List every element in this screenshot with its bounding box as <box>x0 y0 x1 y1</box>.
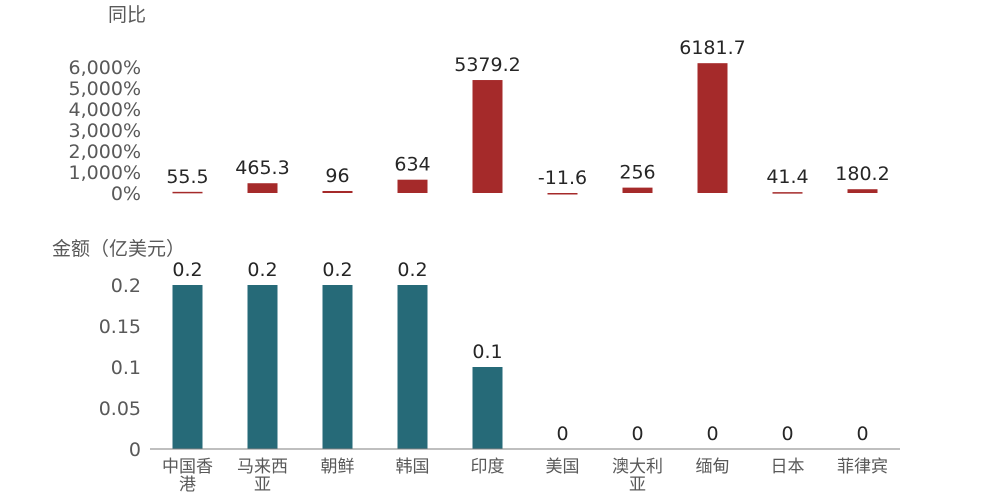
bar <box>472 80 503 193</box>
y-tick-label: 0.05 <box>99 398 141 420</box>
category-label: 马来西 <box>237 457 288 477</box>
y-tick-label: 0.1 <box>111 357 141 379</box>
category-label: 亚 <box>629 475 646 495</box>
bar <box>397 285 428 449</box>
category-label: 缅甸 <box>696 457 730 477</box>
bar <box>397 179 428 193</box>
data-label: 0 <box>556 423 568 445</box>
data-label: -11.6 <box>538 167 587 189</box>
data-label: 256 <box>619 162 655 184</box>
bar <box>247 183 278 193</box>
data-label: 5379.2 <box>454 54 520 76</box>
category-label: 日本 <box>771 457 805 477</box>
bottom-unit-label: 金额（亿美元） <box>52 238 185 260</box>
category-label: 亚 <box>254 475 271 495</box>
bar <box>847 189 878 193</box>
bar <box>622 187 653 193</box>
bar <box>547 193 578 195</box>
bar <box>322 190 353 193</box>
y-tick-label: 2,000% <box>69 141 141 163</box>
y-tick-label: 6,000% <box>69 57 141 79</box>
category-label: 澳大利 <box>612 457 663 477</box>
data-label: 0.2 <box>172 259 202 281</box>
y-tick-label: 4,000% <box>69 99 141 121</box>
category-label: 中国香 <box>162 457 213 477</box>
y-tick-label: 5,000% <box>69 78 141 100</box>
data-label: 0 <box>706 423 718 445</box>
y-tick-label: 1,000% <box>69 162 141 184</box>
y-tick-label: 0 <box>129 439 141 461</box>
y-tick-label: 3,000% <box>69 120 141 142</box>
y-tick-label: 0.15 <box>99 316 141 338</box>
data-label: 180.2 <box>835 163 889 185</box>
bar <box>322 285 353 449</box>
data-label: 634 <box>394 154 430 176</box>
bar <box>472 367 503 449</box>
category-label: 印度 <box>471 457 505 477</box>
data-label: 0.2 <box>247 259 277 281</box>
category-label: 港 <box>179 475 196 495</box>
data-label: 0 <box>856 423 868 445</box>
category-label: 美国 <box>546 457 580 477</box>
data-label: 0 <box>781 423 793 445</box>
category-label: 菲律宾 <box>837 457 888 477</box>
amount-bar-chart: 0 0.05 0.1 0.15 0.2 0.2 0.2 0.2 0.2 0.1 0 0 0 0 0 <box>99 259 869 461</box>
data-label: 0 <box>631 423 643 445</box>
y-tick-label: 0% <box>111 183 141 205</box>
data-label: 41.4 <box>766 166 808 188</box>
top-unit-label: 同比 <box>108 4 146 26</box>
data-label: 465.3 <box>235 157 289 179</box>
data-label: 0.2 <box>322 259 352 281</box>
y-tick-label: 0.2 <box>111 275 141 297</box>
data-label: 0.1 <box>472 341 502 363</box>
data-label: 0.2 <box>397 259 427 281</box>
bar <box>172 191 203 194</box>
yoy-growth-bar-chart: 0%1,000%2,000%3,000%4,000%5,000%6,000% 55… <box>69 37 890 205</box>
bar <box>172 285 203 449</box>
data-label: 6181.7 <box>679 37 745 59</box>
bar <box>697 63 728 194</box>
bar <box>247 285 278 449</box>
category-label: 朝鲜 <box>321 457 355 477</box>
data-label: 96 <box>325 165 349 187</box>
bar <box>772 192 803 194</box>
category-label: 韩国 <box>396 457 430 477</box>
data-label: 55.5 <box>166 166 208 188</box>
